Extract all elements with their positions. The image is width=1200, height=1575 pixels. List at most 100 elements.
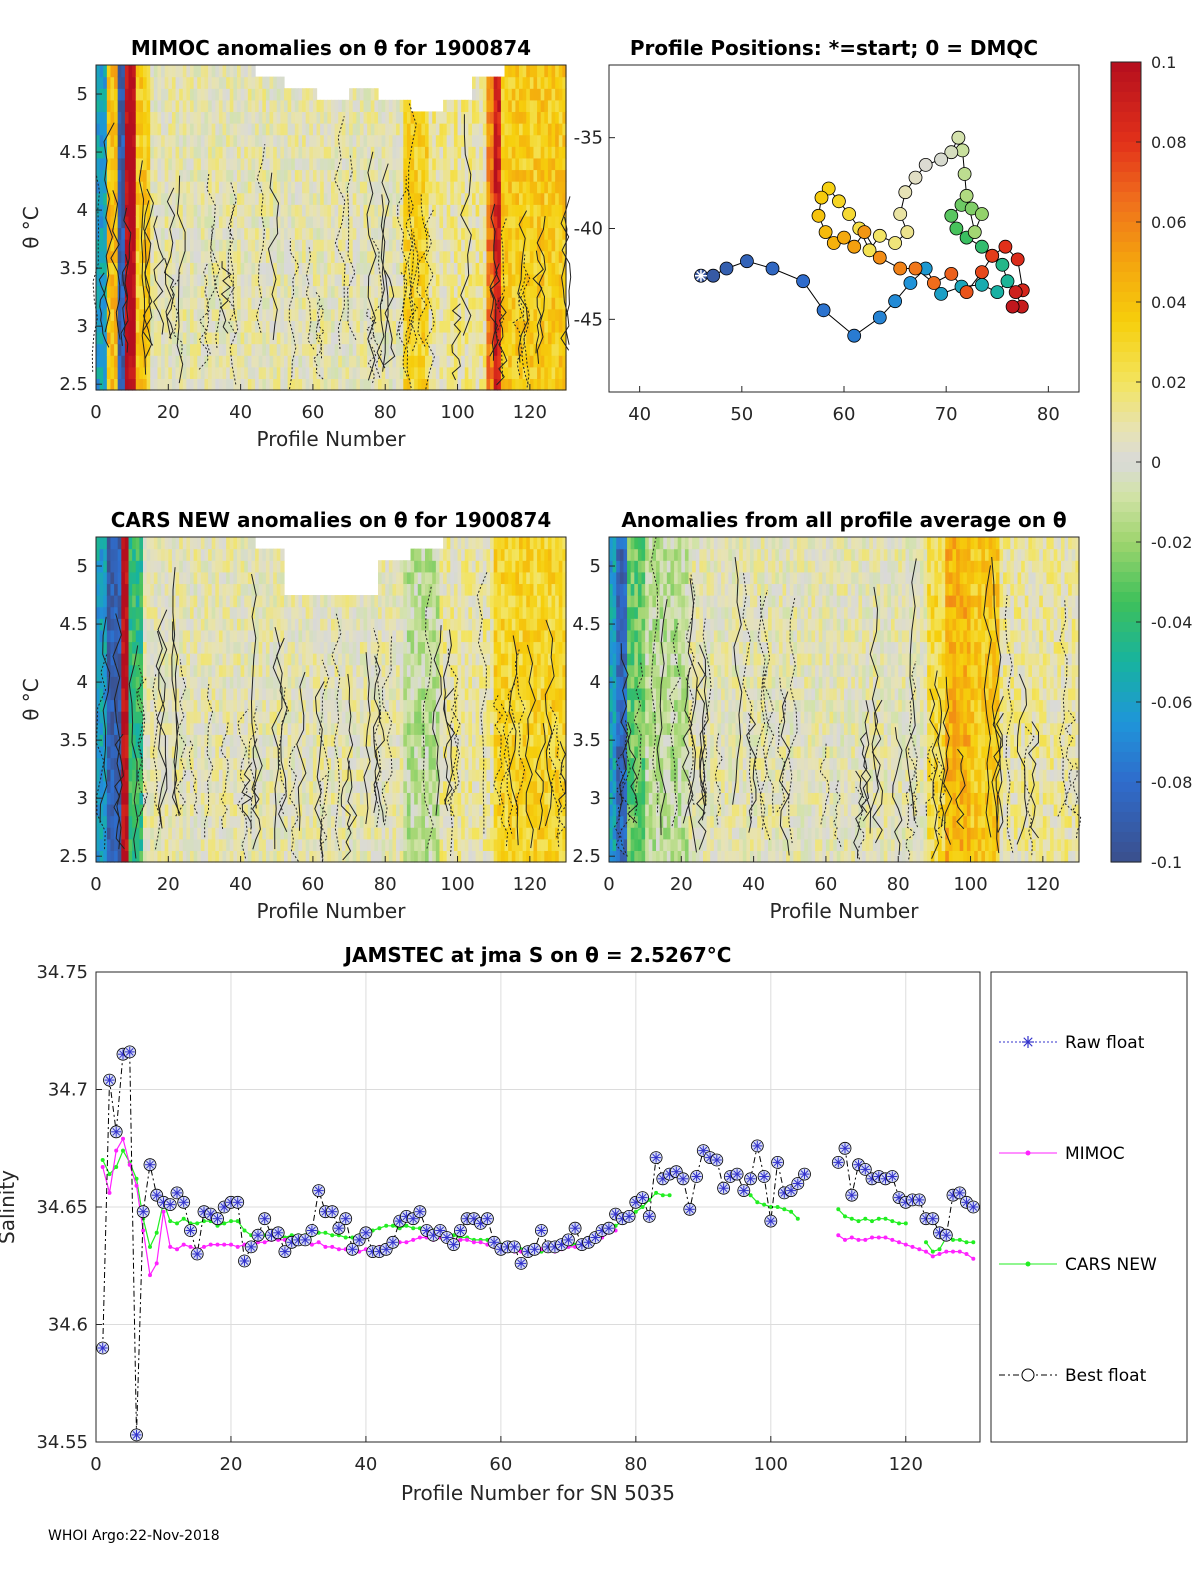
heatmap-cell	[226, 618, 231, 631]
heatmap-cell	[218, 560, 224, 573]
heatmap-cell	[197, 548, 202, 561]
heatmap-cell	[381, 239, 386, 252]
heatmap-cell	[544, 88, 549, 101]
heatmap-cell	[294, 262, 300, 275]
heatmap-cell	[269, 711, 274, 724]
heatmap-cell	[193, 181, 198, 194]
heatmap-cell	[349, 146, 354, 159]
heatmap-cell	[146, 262, 151, 275]
heatmap-cell	[132, 850, 137, 863]
heatmap-cell	[153, 803, 159, 817]
heatmap-cell	[190, 664, 195, 677]
heatmap-cell	[157, 355, 162, 368]
heatmap-cell	[237, 711, 242, 724]
heatmap-cell	[551, 146, 556, 159]
heatmap-cell	[175, 583, 180, 596]
heatmap-cell	[273, 711, 278, 724]
heatmap-cell	[247, 76, 253, 89]
heatmap-cell	[247, 548, 253, 561]
heatmap-cell	[497, 99, 502, 113]
heatmap-cell	[121, 134, 126, 147]
heatmap-cell	[200, 297, 206, 310]
heatmap-cell	[490, 239, 495, 252]
heatmap-cell	[96, 745, 101, 759]
heatmap-cell	[218, 641, 224, 654]
heatmap-cell	[135, 792, 140, 805]
heatmap-cell	[164, 331, 169, 345]
heatmap-cell	[161, 571, 166, 585]
heatmap-cell	[519, 76, 524, 89]
heatmap-cell	[237, 560, 242, 573]
heatmap-cell	[124, 76, 130, 89]
heatmap-cell	[537, 343, 542, 356]
heatmap-cell	[157, 181, 162, 194]
heatmap-cell	[139, 215, 144, 229]
heatmap-cell	[164, 606, 169, 619]
heatmap-cell	[139, 65, 144, 78]
heatmap-cell	[537, 355, 542, 368]
heatmap-cell	[472, 204, 477, 217]
heatmap-cell	[435, 297, 441, 310]
heatmap-cell	[247, 595, 253, 608]
heatmap-cell	[240, 331, 245, 345]
heatmap-cell	[421, 111, 426, 124]
heatmap-cell	[190, 792, 195, 805]
heatmap-cell	[193, 606, 198, 619]
heatmap-cell	[265, 239, 271, 252]
heatmap-cell	[208, 297, 213, 310]
heatmap-cell	[168, 378, 173, 391]
heatmap-cell	[349, 134, 354, 147]
heatmap-cell	[103, 757, 108, 770]
heatmap-cell	[508, 65, 513, 78]
heatmap-cell	[399, 99, 404, 113]
heatmap-cell	[215, 88, 220, 101]
heatmap-cell	[135, 262, 140, 275]
heatmap-cell	[150, 618, 155, 631]
heatmap-cell	[475, 308, 480, 321]
heatmap-cell	[233, 803, 238, 817]
heatmap-cell	[240, 815, 245, 828]
heatmap-cell	[171, 192, 177, 205]
heatmap-cell	[211, 745, 216, 759]
heatmap-cell	[276, 606, 281, 619]
heatmap-cell	[255, 850, 260, 863]
heatmap-cell	[453, 157, 459, 171]
heatmap-cell	[121, 111, 126, 124]
heatmap-cell	[258, 780, 263, 793]
heatmap-cell	[508, 76, 513, 89]
heatmap-cell	[432, 111, 437, 124]
heatmap-cell	[486, 169, 491, 182]
heatmap-cell	[370, 366, 375, 379]
heatmap-cell	[540, 343, 545, 356]
heatmap-cell	[247, 699, 253, 712]
heatmap-cell	[302, 331, 307, 345]
heatmap-cell	[370, 297, 375, 310]
heatmap-cell	[432, 239, 437, 252]
heatmap-cell	[229, 629, 234, 643]
heatmap-cell	[356, 88, 361, 101]
heatmap-cell	[229, 204, 234, 217]
heatmap-cell	[511, 239, 516, 252]
heatmap-cell	[508, 157, 513, 171]
heatmap-cell	[193, 803, 198, 817]
heatmap-cell	[522, 123, 527, 136]
heatmap-cell	[345, 111, 350, 124]
heatmap-cell	[251, 641, 256, 654]
heatmap-cell	[222, 827, 227, 840]
heatmap-cell	[114, 769, 119, 782]
heatmap-cell	[222, 838, 227, 851]
heatmap-cell	[103, 181, 108, 194]
heatmap-cell	[265, 123, 271, 136]
heatmap-cell	[132, 722, 137, 735]
heatmap-cell	[164, 757, 169, 770]
heatmap-cell	[392, 273, 397, 287]
heatmap-cell	[106, 699, 112, 712]
heatmap-cell	[153, 687, 159, 701]
heatmap-cell	[164, 65, 169, 78]
heatmap-cell	[204, 827, 209, 840]
heatmap-cell	[229, 239, 234, 252]
heatmap-cell	[388, 320, 394, 333]
heatmap-cell	[269, 827, 274, 840]
heatmap-cell	[312, 192, 318, 205]
heatmap-cell	[143, 745, 148, 759]
